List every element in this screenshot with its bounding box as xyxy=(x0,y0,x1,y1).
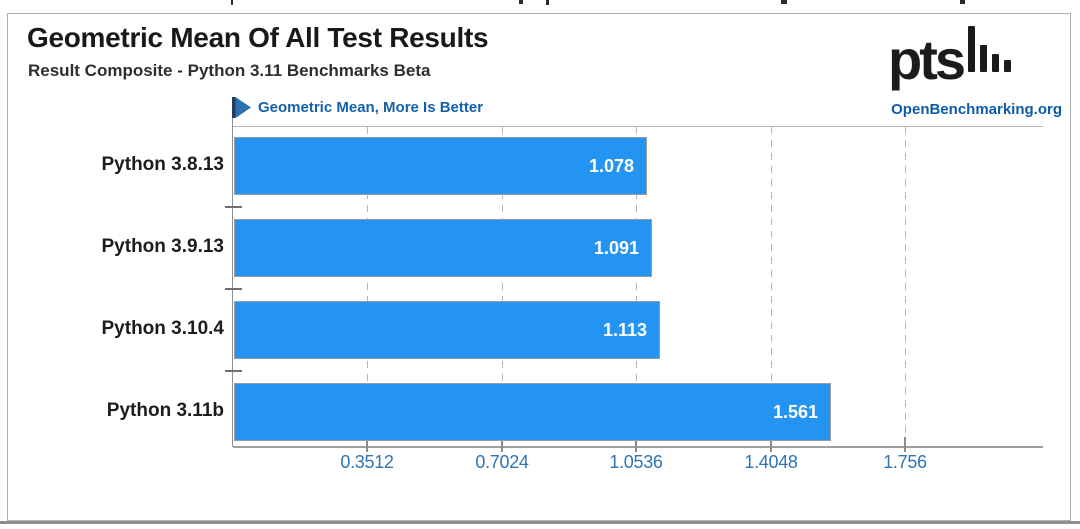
chart-legend: Geometric Mean, More Is Better xyxy=(232,97,483,118)
pts-logo-bars-icon xyxy=(968,26,1011,72)
openbenchmarking-link[interactable]: OpenBenchmarking.org xyxy=(891,101,1062,118)
legend-arrow-icon xyxy=(232,97,251,118)
clipped-text-artifact xyxy=(960,0,965,4)
page-divider xyxy=(0,521,1080,524)
pts-logo-text: pts xyxy=(888,28,966,91)
chart-title: Geometric Mean Of All Test Results xyxy=(27,22,489,53)
clipped-text-artifact xyxy=(231,0,233,5)
pts-logo: pts xyxy=(888,16,1014,88)
clipped-text-artifact xyxy=(781,0,787,4)
clipped-text-artifact xyxy=(546,0,549,5)
chart-subtitle: Result Composite - Python 3.11 Benchmark… xyxy=(28,61,431,80)
clipped-text-artifact xyxy=(519,0,523,4)
legend-label: Geometric Mean, More Is Better xyxy=(258,98,484,116)
